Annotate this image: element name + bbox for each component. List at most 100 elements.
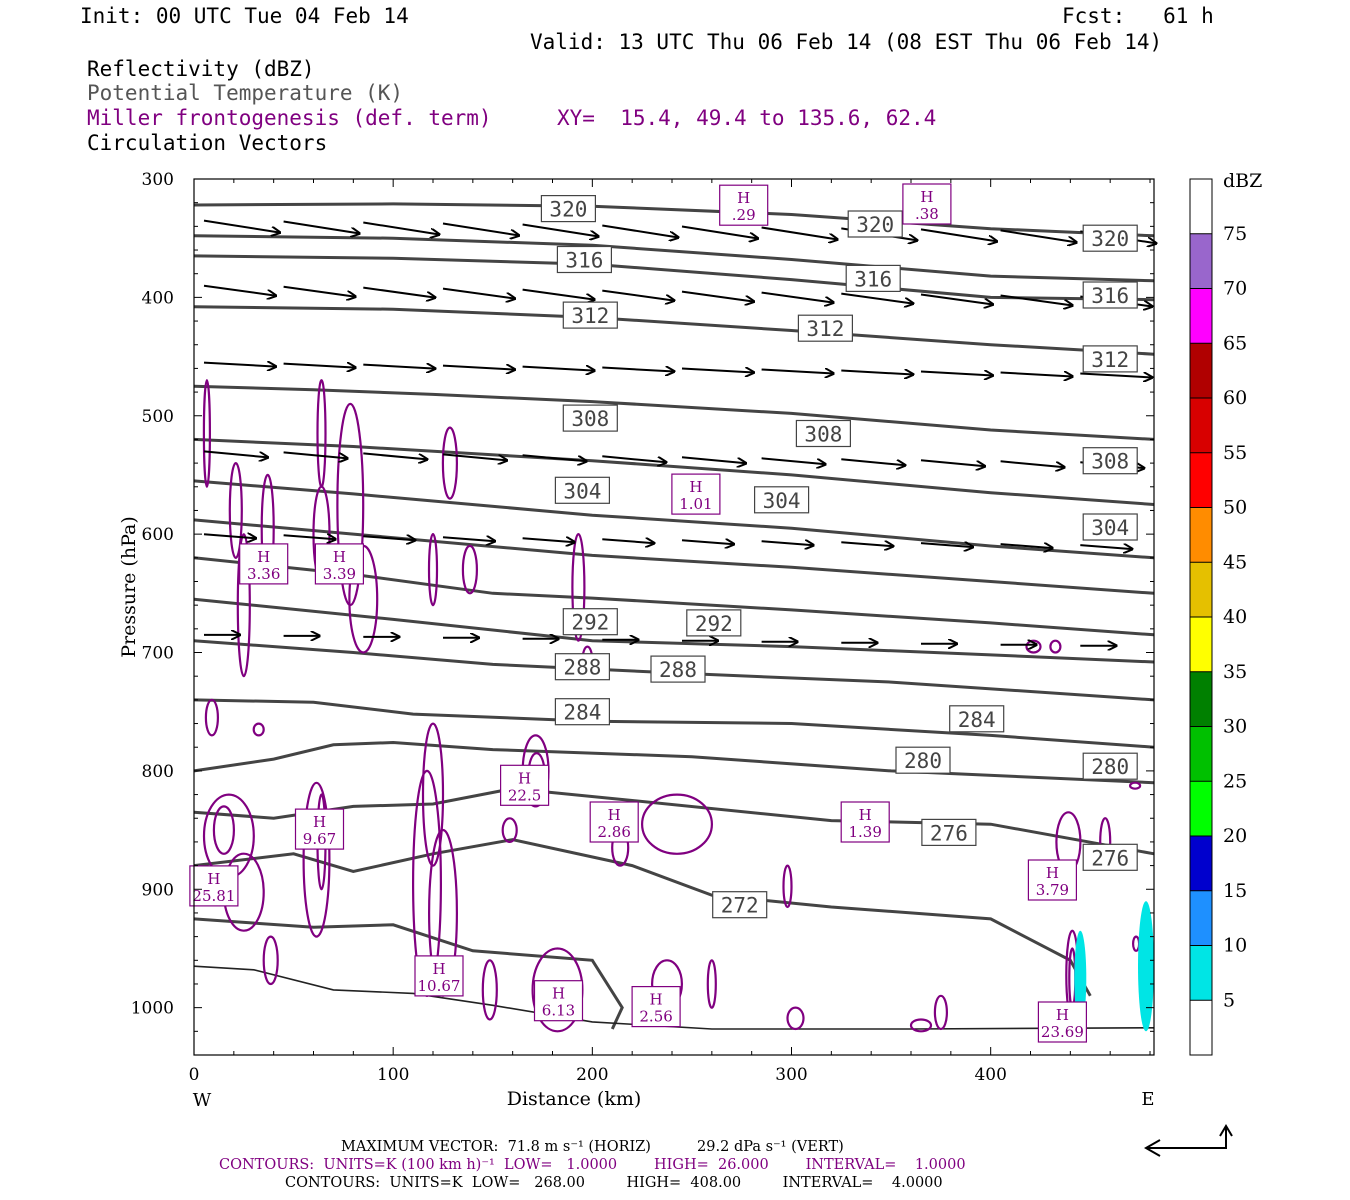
frontogenesis-contour <box>228 462 243 560</box>
colorbar-label: 55 <box>1223 442 1247 464</box>
frontogenesis-max-box <box>414 955 464 997</box>
isentrope-label-box <box>554 698 611 726</box>
west-label: W <box>193 1090 212 1111</box>
circulation-vector <box>363 221 439 235</box>
colorbar-label: 75 <box>1223 223 1247 245</box>
frontogenesis-max-marker: H <box>333 548 346 566</box>
isentrope-label: 280 <box>1091 755 1129 779</box>
isentrope-label-box <box>540 195 597 223</box>
frontogenesis-max-box <box>589 801 639 843</box>
y-tick-label: 600 <box>142 525 174 545</box>
circulation-vector <box>522 538 575 542</box>
frontogenesis-max-marker: H <box>207 870 220 888</box>
isentrope-label: 304 <box>563 479 601 503</box>
circulation-vector <box>841 371 913 375</box>
colorbar-swatch <box>1190 1000 1212 1056</box>
isentrope-label-box <box>895 746 951 774</box>
frontogenesis-max-value: .29 <box>732 206 756 224</box>
frontogenesis-max-marker: H <box>1046 864 1059 882</box>
forecast-hour: Fcst: 61 h <box>1062 4 1214 28</box>
frontogenesis-max-value: 3.79 <box>1036 881 1069 899</box>
colorbar-swatch <box>1190 398 1212 453</box>
isentrope-label: 312 <box>806 317 844 341</box>
circulation-vector <box>602 368 674 372</box>
frontogenesis-max-value: 9.67 <box>303 830 336 848</box>
frontogenesis-max-box <box>500 764 550 806</box>
colorbar-label: 45 <box>1223 551 1247 573</box>
frontogenesis-contour <box>441 426 458 500</box>
frontogenesis-contour <box>202 379 211 488</box>
circulation-vector <box>283 364 356 368</box>
circulation-vector <box>442 366 515 370</box>
circulation-vector <box>1080 374 1152 378</box>
maximum-vector-note: MAXIMUM VECTOR: 71.8 m s⁻¹ (HORIZ) 29.2 … <box>341 1139 844 1155</box>
colorbar-label: 10 <box>1223 935 1247 957</box>
isentrope-label-box <box>1082 281 1138 309</box>
frontogenesis-contour <box>212 805 235 855</box>
isentrope-label-box <box>650 655 706 683</box>
circulation-vector <box>920 372 993 376</box>
field-frontogenesis: Miller frontogenesis (def. term) <box>87 106 492 130</box>
y-tick-label: 700 <box>142 644 174 664</box>
frontogenesis-max-value: 6.13 <box>542 1002 575 1020</box>
frontogenesis-max-box <box>719 184 769 226</box>
circulation-vector <box>681 369 754 373</box>
x-axis-title: Distance (km) <box>507 1088 642 1110</box>
y-tick-label: 500 <box>142 407 174 427</box>
frontogenesis-max-value: 10.67 <box>418 977 461 995</box>
theta-contour-info: CONTOURS: UNITS=K LOW= 268.00 HIGH= 408.… <box>285 1175 943 1191</box>
frontogenesis-max-marker: H <box>1056 1006 1069 1024</box>
isentrope-label: 292 <box>571 611 609 635</box>
frontogenesis-max-box <box>631 985 681 1028</box>
circulation-vector <box>283 220 360 234</box>
x-tick-label: 0 <box>189 1065 200 1085</box>
circulation-vector <box>841 292 913 304</box>
y-tick-label: 300 <box>142 170 174 190</box>
field-reflectivity: Reflectivity (dBZ) <box>87 57 315 81</box>
circulation-vector <box>681 540 734 544</box>
colorbar-swatch <box>1190 671 1212 727</box>
circulation-vector <box>522 288 595 300</box>
isentrope-line <box>193 384 1155 441</box>
frontogenesis-max-box <box>1037 1001 1088 1043</box>
y-tick-label: 400 <box>142 288 174 308</box>
circulation-vector <box>920 459 985 466</box>
init-time: Init: 00 UTC Tue 04 Feb 14 <box>80 4 409 28</box>
frontogenesis-contour <box>236 533 251 678</box>
isentrope-line <box>193 518 1155 595</box>
frontogenesis-max-box <box>671 473 721 515</box>
circulation-vector <box>522 367 595 371</box>
frontogenesis-contour <box>706 959 717 1009</box>
isentrope-label: 292 <box>695 612 733 636</box>
frontogenesis-max-marker: H <box>257 548 270 566</box>
isentrope-label-box <box>1082 843 1138 871</box>
isentrope-line <box>193 917 624 1030</box>
isentrope-label: 316 <box>565 249 603 273</box>
frontogenesis-max-box <box>314 543 364 585</box>
cross-section-endpoints: XY= 15.4, 49.4 to 135.6, 62.4 <box>557 106 937 130</box>
circulation-vector <box>1080 545 1132 549</box>
circulation-vector <box>283 535 336 539</box>
circulation-vector <box>283 285 356 297</box>
isentrope-label: 320 <box>856 213 894 237</box>
plot-frame <box>193 178 1155 1056</box>
circulation-vector <box>761 457 826 464</box>
frontogenesis-max-marker: H <box>920 188 933 206</box>
circulation-vector <box>841 542 893 546</box>
circulation-vector <box>602 455 666 462</box>
isentrope-label-box <box>753 486 810 514</box>
colorbar-swatch <box>1190 452 1212 508</box>
circulation-vector <box>841 458 905 465</box>
frontogenesis-max-box <box>189 865 239 907</box>
frontogenesis-max-marker: H <box>859 806 872 824</box>
frontogenesis-contour <box>782 864 793 909</box>
circulation-vector <box>1000 294 1073 306</box>
frontogenesis-max-value: 2.56 <box>639 1008 672 1026</box>
circulation-vector <box>1000 373 1073 377</box>
frontogenesis-max-box <box>294 808 345 850</box>
isentrope-label-box <box>847 210 903 238</box>
circulation-vector <box>442 453 507 460</box>
reference-vector-head <box>1219 1124 1233 1137</box>
isentrope-line <box>193 838 1092 997</box>
circulation-vector <box>761 370 834 374</box>
